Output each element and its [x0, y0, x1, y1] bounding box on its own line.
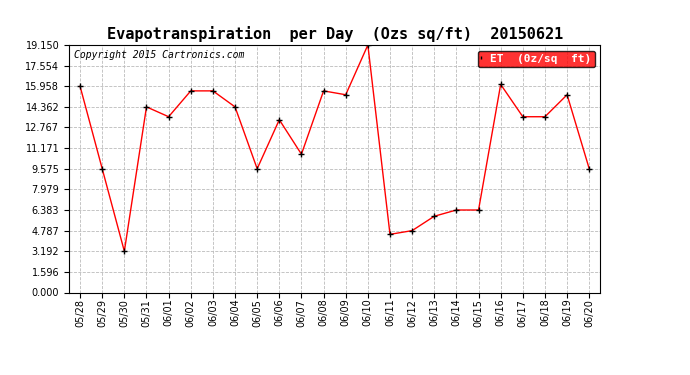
Legend: ET  (0z/sq  ft): ET (0z/sq ft)	[478, 51, 595, 67]
Text: Copyright 2015 Cartronics.com: Copyright 2015 Cartronics.com	[75, 50, 245, 60]
Title: Evapotranspiration  per Day  (Ozs sq/ft)  20150621: Evapotranspiration per Day (Ozs sq/ft) 2…	[106, 27, 563, 42]
